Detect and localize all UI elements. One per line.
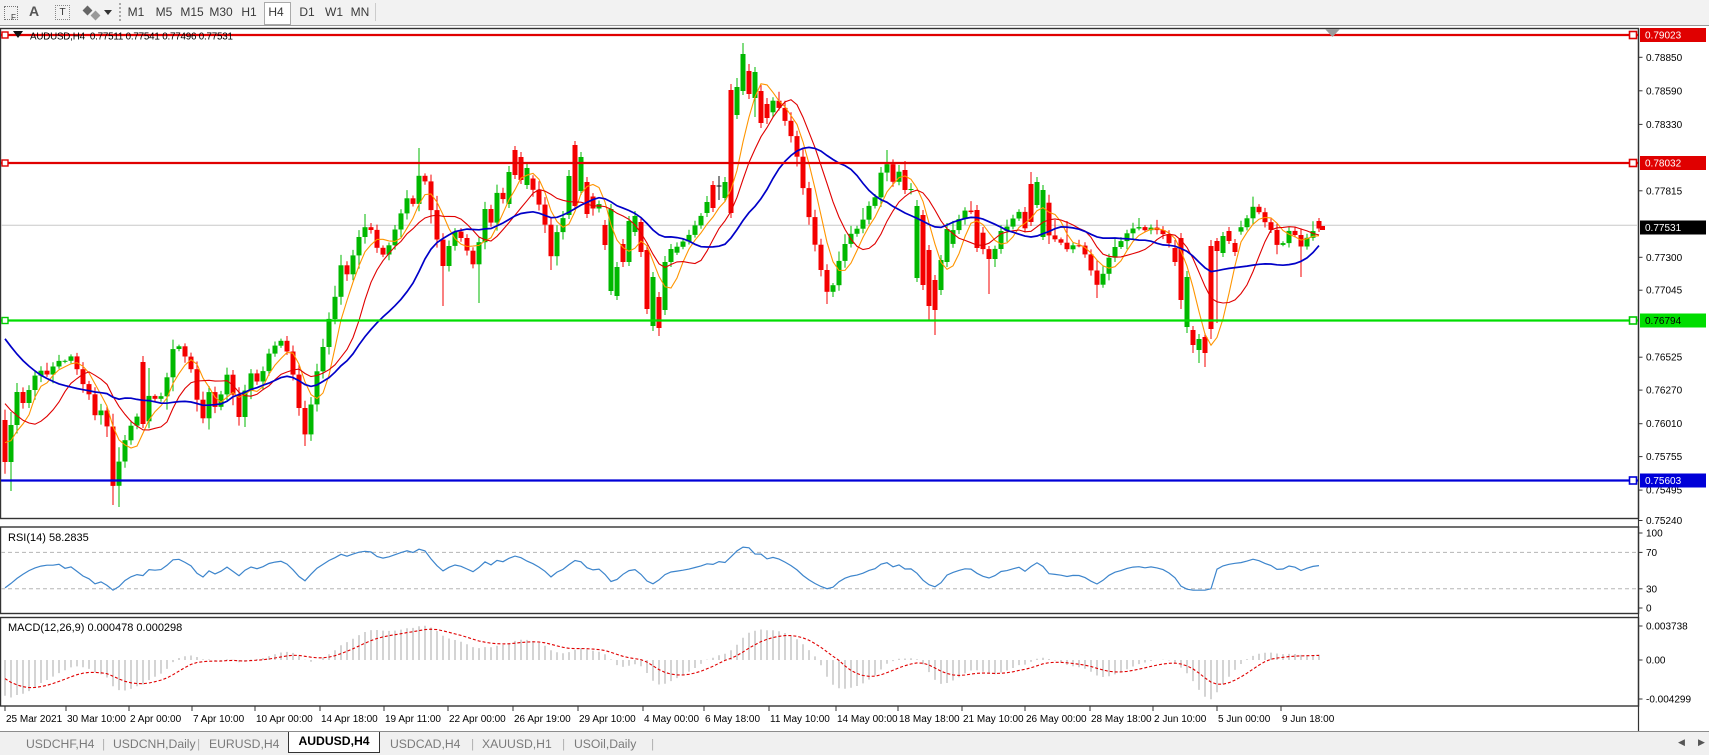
svg-text:21 May 10:00: 21 May 10:00	[963, 714, 1024, 725]
svg-text:0.00: 0.00	[1646, 656, 1666, 667]
svg-text:0.77045: 0.77045	[1646, 286, 1683, 297]
svg-text:0.76525: 0.76525	[1646, 353, 1683, 364]
svg-text:14 Apr 18:00: 14 Apr 18:00	[321, 714, 378, 725]
svg-text:-0.004299: -0.004299	[1646, 695, 1691, 706]
svg-text:AUDUSD,H4 0.77511 0.77541 0.7: AUDUSD,H4 0.77511 0.77541 0.77496 0.7753…	[30, 32, 233, 43]
svg-text:0.77815: 0.77815	[1646, 186, 1683, 197]
svg-text:0.76010: 0.76010	[1646, 419, 1683, 430]
svg-text:MACD(12,26,9) 0.000478 0.00029: MACD(12,26,9) 0.000478 0.000298	[8, 622, 182, 634]
svg-text:0.78032: 0.78032	[1645, 159, 1682, 170]
svg-text:30: 30	[1646, 584, 1658, 595]
svg-text:19 Apr 11:00: 19 Apr 11:00	[385, 714, 441, 725]
svg-text:7 Apr 10:00: 7 Apr 10:00	[193, 714, 245, 725]
svg-text:100: 100	[1646, 529, 1663, 540]
svg-text:25 Mar 2021: 25 Mar 2021	[6, 714, 63, 725]
svg-text:0.75755: 0.75755	[1646, 452, 1683, 463]
svg-text:0.75603: 0.75603	[1645, 476, 1682, 487]
svg-text:6 May 18:00: 6 May 18:00	[705, 714, 760, 725]
svg-text:26 May 00:00: 26 May 00:00	[1026, 714, 1087, 725]
svg-text:0.78330: 0.78330	[1646, 120, 1683, 131]
svg-text:26 Apr 19:00: 26 Apr 19:00	[514, 714, 571, 725]
svg-text:2 Jun 10:00: 2 Jun 10:00	[1154, 714, 1207, 725]
svg-text:0.75240: 0.75240	[1646, 516, 1683, 527]
svg-text:30 Mar 10:00: 30 Mar 10:00	[67, 714, 126, 725]
svg-text:4 May 00:00: 4 May 00:00	[644, 714, 699, 725]
svg-text:0.79023: 0.79023	[1645, 31, 1682, 42]
svg-text:5 Jun 00:00: 5 Jun 00:00	[1218, 714, 1271, 725]
svg-text:10 Apr 00:00: 10 Apr 00:00	[256, 714, 313, 725]
svg-text:0.76794: 0.76794	[1645, 316, 1682, 327]
svg-text:11 May 10:00: 11 May 10:00	[770, 714, 830, 725]
svg-text:29 Apr 10:00: 29 Apr 10:00	[579, 714, 636, 725]
svg-text:0.77300: 0.77300	[1646, 253, 1683, 264]
svg-text:14 May 00:00: 14 May 00:00	[837, 714, 898, 725]
svg-text:0.77531: 0.77531	[1645, 223, 1682, 234]
svg-text:2 Apr 00:00: 2 Apr 00:00	[130, 714, 182, 725]
svg-text:28 May 18:00: 28 May 18:00	[1091, 714, 1152, 725]
svg-text:18 May 18:00: 18 May 18:00	[899, 714, 960, 725]
svg-text:0: 0	[1646, 604, 1652, 615]
svg-text:70: 70	[1646, 548, 1658, 559]
svg-text:0.78850: 0.78850	[1646, 53, 1683, 64]
svg-text:0.003738: 0.003738	[1646, 622, 1688, 633]
svg-text:RSI(14) 58.2835: RSI(14) 58.2835	[8, 532, 89, 544]
svg-text:0.78590: 0.78590	[1646, 86, 1683, 97]
svg-text:0.76270: 0.76270	[1646, 386, 1683, 397]
svg-text:9 Jun 18:00: 9 Jun 18:00	[1282, 714, 1335, 725]
svg-text:22 Apr 00:00: 22 Apr 00:00	[449, 714, 506, 725]
svg-text:0.75495: 0.75495	[1646, 486, 1683, 497]
